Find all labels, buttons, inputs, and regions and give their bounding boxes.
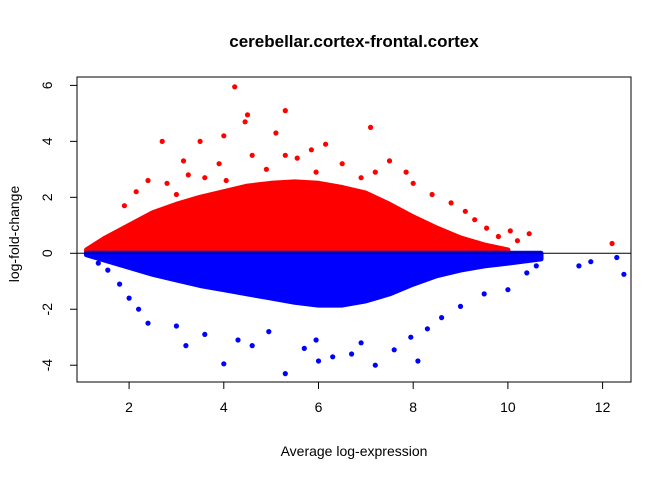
axes: 2 4 6 8 10 12 -4 -2 0 2 4 6	[39, 76, 632, 415]
blue-point	[145, 320, 151, 326]
red-point	[273, 130, 279, 136]
red-point	[403, 169, 409, 175]
red-point	[159, 138, 165, 144]
red-point	[386, 158, 393, 164]
blue-point	[173, 323, 179, 329]
red-point	[145, 177, 151, 184]
blue-point	[439, 315, 445, 321]
red-point	[308, 147, 314, 153]
red-point	[282, 108, 288, 114]
red-point	[197, 138, 203, 144]
red-point	[202, 175, 208, 181]
red-point	[448, 200, 454, 206]
x-tick-label: 8	[409, 399, 417, 415]
red-point	[282, 152, 288, 158]
red-point	[609, 240, 615, 247]
red-point	[372, 169, 378, 175]
red-point	[323, 141, 329, 147]
blue-point	[588, 259, 594, 265]
red-point	[358, 175, 364, 181]
y-tick-label: -4	[39, 359, 55, 372]
blue-point	[183, 343, 189, 349]
blue-point	[249, 343, 255, 349]
red-point	[410, 180, 416, 186]
red-point	[526, 231, 532, 237]
blue-point	[614, 254, 620, 261]
red-point	[484, 225, 490, 231]
red-point	[249, 152, 255, 158]
red-point	[313, 169, 319, 175]
red-point	[216, 161, 222, 167]
blue-point	[358, 340, 364, 346]
red-point	[294, 155, 300, 161]
blue-point	[524, 270, 530, 276]
blue-point	[372, 362, 378, 368]
y-tick-label: 6	[39, 81, 55, 89]
red-point	[223, 177, 229, 184]
blue-point	[621, 271, 627, 277]
blue-point	[266, 329, 272, 335]
x-tick-label: 2	[125, 399, 133, 415]
red-point	[263, 166, 269, 172]
point-clouds	[84, 179, 544, 308]
red-point	[242, 119, 248, 125]
red-point	[232, 84, 238, 90]
y-tick-label: 2	[39, 193, 55, 201]
blue-point	[391, 347, 397, 353]
blue-point	[202, 331, 208, 337]
blue-point	[481, 291, 487, 297]
red-point	[164, 180, 170, 186]
blue-point	[408, 334, 414, 340]
red-point	[514, 238, 521, 244]
red-point	[173, 191, 179, 198]
red-point	[185, 172, 191, 178]
blue-point	[505, 287, 511, 293]
blue-point	[349, 351, 355, 357]
data-points	[95, 84, 627, 377]
blue-point	[301, 345, 307, 351]
y-axis-label: log-fold-change	[6, 186, 22, 283]
blue-point	[315, 358, 322, 364]
red-point	[429, 191, 435, 198]
red-point	[133, 189, 139, 195]
blue-point	[95, 260, 101, 266]
blue-point	[221, 361, 227, 367]
y-tick-label: -2	[39, 303, 55, 316]
x-tick-label: 10	[500, 399, 516, 415]
blue-point	[117, 281, 123, 287]
blue-point	[415, 358, 421, 364]
upregulated-point-cloud	[84, 179, 511, 256]
chart-title: cerebellar.cortex-frontal.cortex	[229, 32, 479, 51]
red-point	[339, 161, 345, 167]
y-tick-label: 4	[39, 137, 55, 145]
blue-point	[424, 326, 430, 332]
blue-point	[105, 267, 111, 273]
y-tick-label: 0	[39, 249, 55, 257]
blue-point	[136, 306, 142, 312]
blue-point	[235, 337, 241, 343]
red-point	[180, 158, 187, 164]
blue-point	[457, 303, 464, 309]
red-point	[368, 124, 374, 130]
red-point	[507, 228, 513, 234]
blue-point	[576, 263, 582, 269]
blue-point	[313, 337, 319, 343]
red-point	[462, 208, 468, 214]
blue-point	[126, 295, 132, 301]
downregulated-point-cloud	[84, 250, 544, 308]
x-tick-label: 12	[595, 399, 611, 415]
blue-point	[282, 371, 288, 377]
red-point	[472, 217, 478, 223]
red-point	[221, 133, 227, 139]
red-point	[495, 233, 501, 240]
x-axis-label: Average log-expression	[281, 443, 428, 459]
red-point	[121, 203, 127, 209]
red-point	[244, 112, 251, 118]
x-tick-label: 4	[220, 399, 228, 415]
x-tick-label: 6	[315, 399, 323, 415]
blue-point	[533, 263, 539, 269]
blue-point	[330, 354, 336, 360]
